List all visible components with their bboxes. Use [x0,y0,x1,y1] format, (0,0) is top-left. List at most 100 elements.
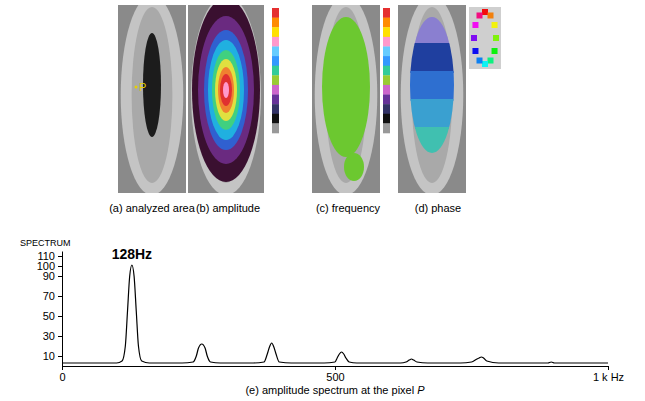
color-bar [383,56,390,66]
phase-overlay [402,15,462,45]
phase-overlay [402,71,462,101]
phase-wheel [482,9,488,15]
frequency-overlay [322,17,370,157]
y-axis-title: SPECTRUM [20,238,71,248]
y-tick-mark [58,336,62,337]
y-tick-label: 70 [43,290,55,302]
chart-title: (e) amplitude spectrum at the pixel P [245,384,425,396]
image-panel [398,0,501,195]
color-bar [272,46,279,56]
color-bar [272,37,279,47]
y-tick-mark [58,256,62,257]
phase-wheel-bg [469,7,501,69]
amplitude-overlay [223,82,229,98]
spectrum-line [62,265,608,363]
vocal-fold [191,5,261,193]
color-bar [272,8,279,18]
amplitude-overlay [198,16,254,164]
y-tick: 30 [43,330,62,342]
phase-overlay [402,99,462,129]
point-label: P [139,81,146,93]
x-tick-mark [608,366,609,370]
color-bar [383,85,390,95]
color-bar [272,104,279,114]
phase-overlay [402,43,462,73]
color-bar [383,123,390,133]
color-bar [272,27,279,37]
vocal-fold-inner [132,7,173,183]
x-tick: 500 [326,366,344,383]
x-axis: 0 500 1 k Hz [59,366,624,383]
y-tick: 50 [43,310,62,322]
color-bar [383,18,390,28]
color-bar [272,56,279,66]
phase-wheel [492,48,498,54]
phase-wheel [477,12,483,18]
x-tick-label: 500 [326,371,344,383]
panel-caption: (b) amplitude [196,202,260,214]
y-axis: 1030507090100110 [37,250,63,366]
y-axis-line [62,252,63,367]
figure: P (a) analyzed area(b) amplitude (c) frequ… [0,0,645,401]
vocal-fold [315,5,378,193]
x-tick-mark [335,366,336,370]
y-tick-mark [58,356,62,357]
panel-caption: (a) analyzed area [109,202,195,214]
color-bar [383,8,390,18]
y-tick-label: 110 [37,250,55,262]
phase-wheel [472,22,478,28]
x-tick-label: 0 [59,371,65,383]
color-bar [272,18,279,28]
phase-wheel [472,48,478,54]
amplitude-overlay [192,5,260,182]
y-tick-mark [58,296,62,297]
y-tick: 10 [43,350,62,362]
color-bar [272,123,279,133]
image-panel [188,0,279,195]
amplitude-overlay [215,59,237,121]
y-tick-mark [58,276,62,277]
phase-overlay [402,127,462,157]
amplitude-overlay [208,40,244,140]
amplitude-overlay [212,50,240,130]
peak-annotation: 128Hz [112,246,152,262]
vocal-fold [401,5,464,193]
image-panel: P [118,0,186,195]
plot-area [62,265,608,363]
phase-wheel [471,35,477,41]
color-bar [383,66,390,76]
phase-wheel [493,35,499,41]
frequency-overlay [344,153,364,181]
x-tick: 0 [59,366,65,383]
color-bar [272,85,279,95]
y-tick: 70 [43,290,62,302]
point-marker [135,86,138,89]
x-tick: 1 k Hz [593,366,624,383]
phase-wheel [482,61,488,67]
color-bar [383,104,390,114]
color-bar [383,75,390,85]
y-tick-label: 10 [43,350,55,362]
amplitude-overlay [220,74,232,106]
x-tick-mark [62,366,63,370]
color-bar [383,37,390,47]
panel-caption: (c) frequency [316,202,381,214]
y-tick-label: 50 [43,310,55,322]
x-tick-label: 1 k Hz [593,371,624,383]
panel-caption: (d) phase [415,202,461,214]
phase-wheel [477,58,483,64]
color-bar [272,66,279,76]
color-bar [383,95,390,105]
color-bar [383,46,390,56]
phase-wheel [488,58,494,64]
phase-wheel [492,22,498,28]
amplitude-overlay [204,30,248,150]
color-bar [272,75,279,85]
vocal-fold [121,5,184,193]
amplitude-overlay [218,67,234,113]
image-panel [312,0,390,195]
y-tick-mark [58,316,62,317]
color-bar [383,27,390,37]
y-tick: 110 [37,250,62,262]
color-bar [383,114,390,124]
